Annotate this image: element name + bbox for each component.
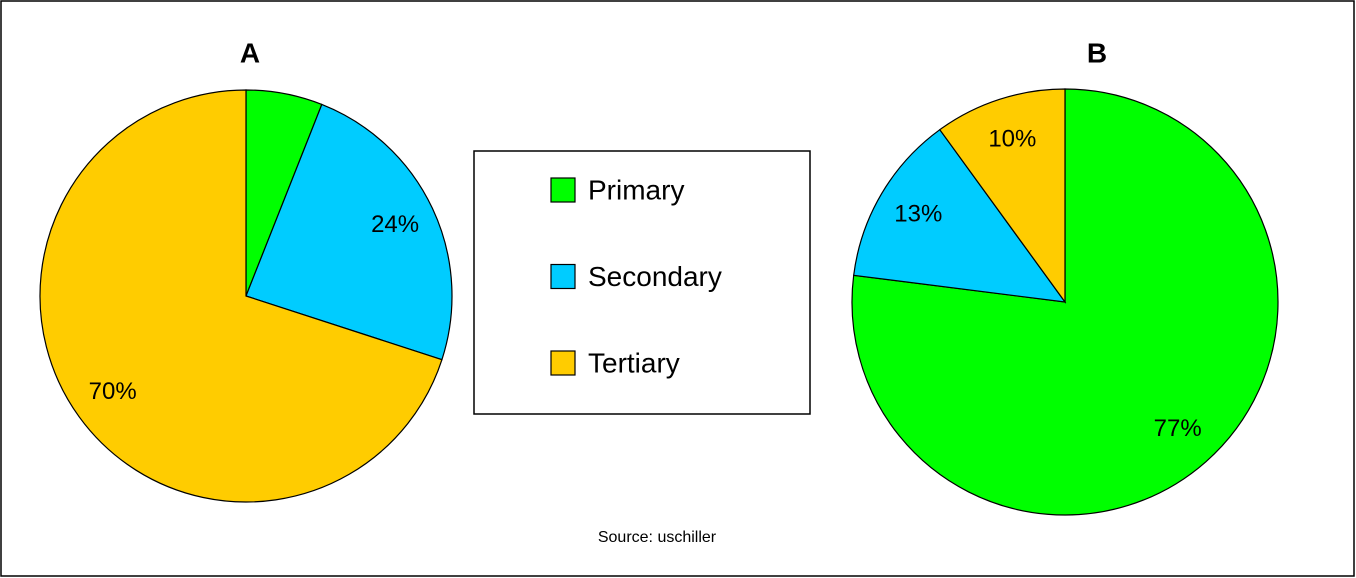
legend-label: Tertiary (588, 347, 680, 378)
legend-swatch (550, 263, 576, 290)
pie-slice (39, 89, 443, 503)
pie-slice (853, 128, 1067, 303)
value-label: 13% (894, 201, 942, 228)
legend-label: Secondary (588, 261, 722, 292)
value-label: 77% (1154, 415, 1202, 442)
source: Source: uschiller (598, 529, 717, 546)
legend-swatch (550, 350, 576, 376)
legend-swatch (550, 177, 576, 203)
legend-label: Primary (588, 174, 684, 205)
value-label: 24% (371, 211, 419, 238)
value-label: 10% (988, 125, 1036, 152)
value-label: 70% (89, 378, 137, 405)
pie-slice (851, 88, 1279, 516)
pie-slice (938, 88, 1066, 304)
chart-title: B (1087, 37, 1107, 68)
chart-title: A (240, 37, 260, 68)
legend-box (473, 150, 811, 415)
pie-slice (245, 103, 453, 361)
